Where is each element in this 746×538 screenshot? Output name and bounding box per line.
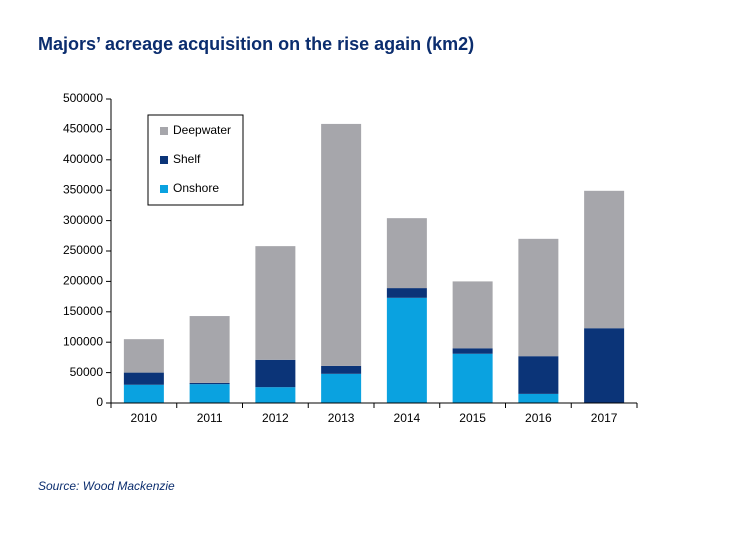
- bar-segment: [584, 190, 625, 329]
- y-tick-label: 50000: [70, 365, 104, 379]
- bar-segment: [386, 297, 427, 403]
- bar-segment: [518, 356, 559, 394]
- bar-segment: [189, 382, 230, 385]
- bar-segment: [255, 387, 296, 403]
- bar-segment: [452, 353, 493, 403]
- y-tick-label: 300000: [63, 213, 103, 227]
- y-tick-label: 150000: [63, 304, 103, 318]
- x-tick-label: 2016: [525, 411, 552, 425]
- bar-segment: [123, 372, 164, 385]
- y-tick-label: 350000: [63, 182, 103, 196]
- legend-label: Deepwater: [173, 123, 231, 137]
- y-tick-label: 450000: [63, 122, 103, 136]
- bar-segment: [321, 123, 362, 366]
- bar-segment: [123, 384, 164, 403]
- chart-title: Majors’ acreage acquisition on the rise …: [38, 34, 474, 54]
- x-tick-label: 2013: [328, 411, 355, 425]
- y-tick-label: 100000: [63, 334, 103, 348]
- x-tick-label: 2010: [131, 411, 158, 425]
- bar-segment: [518, 238, 559, 357]
- bar-segment: [386, 218, 427, 289]
- bar-segment: [452, 348, 493, 354]
- legend-label: Onshore: [173, 181, 219, 195]
- legend-swatch: [160, 127, 168, 135]
- bar-segment: [452, 281, 493, 349]
- bar-segment: [584, 328, 625, 403]
- x-tick-label: 2012: [262, 411, 289, 425]
- bar-segment: [386, 288, 427, 298]
- legend-swatch: [160, 156, 168, 164]
- y-tick-label: 500000: [63, 91, 103, 105]
- legend-swatch: [160, 185, 168, 193]
- y-tick-label: 0: [96, 395, 103, 409]
- x-tick-label: 2015: [459, 411, 486, 425]
- x-tick-label: 2017: [591, 411, 618, 425]
- y-tick-label: 400000: [63, 152, 103, 166]
- bar-segment: [321, 373, 362, 403]
- bar-segment: [255, 359, 296, 388]
- source-note: Source: Wood Mackenzie: [38, 479, 175, 493]
- x-tick-label: 2014: [394, 411, 421, 425]
- bar-segment: [123, 339, 164, 373]
- bar-segment: [255, 246, 296, 360]
- y-tick-label: 250000: [63, 243, 103, 257]
- bar-segment: [321, 365, 362, 374]
- bar-segment: [189, 384, 230, 403]
- y-tick-label: 200000: [63, 274, 103, 288]
- bar-segment: [189, 316, 230, 383]
- bar-segment: [518, 393, 559, 403]
- x-tick-label: 2011: [197, 411, 223, 425]
- legend-label: Shelf: [173, 152, 201, 166]
